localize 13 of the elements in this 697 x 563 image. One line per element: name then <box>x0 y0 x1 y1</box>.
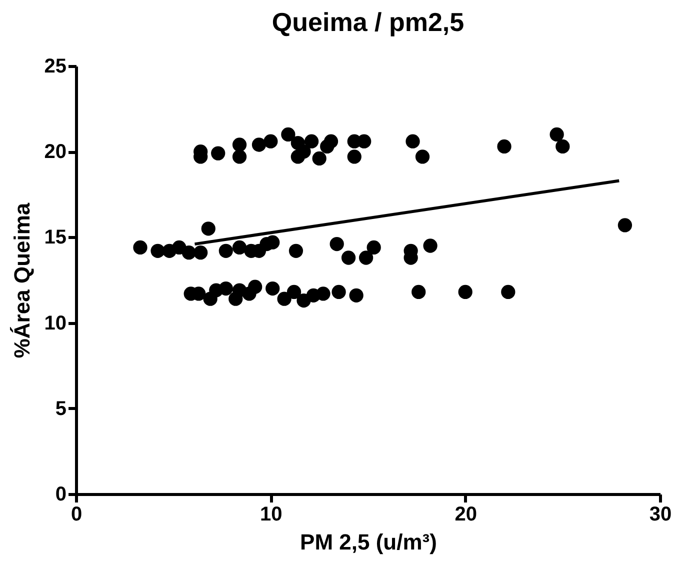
x-tick-label: 0 <box>70 504 82 526</box>
x-tick-label: 30 <box>649 504 672 526</box>
x-tick-label: 10 <box>260 504 282 526</box>
y-tick-label: 10 <box>44 312 66 334</box>
chart-title: Queima / pm2,5 <box>272 7 464 37</box>
y-tick-label: 25 <box>44 56 66 78</box>
x-axis-title: PM 2,5 (u/m³) <box>300 530 437 554</box>
y-tick-label: 20 <box>44 141 66 164</box>
y-axis-title: %Área Queima <box>9 202 34 358</box>
y-tick-label: 0 <box>55 484 66 506</box>
x-tick-label: 20 <box>454 504 477 526</box>
y-tick-label: 5 <box>55 398 66 420</box>
y-tick-label: 15 <box>44 226 66 249</box>
